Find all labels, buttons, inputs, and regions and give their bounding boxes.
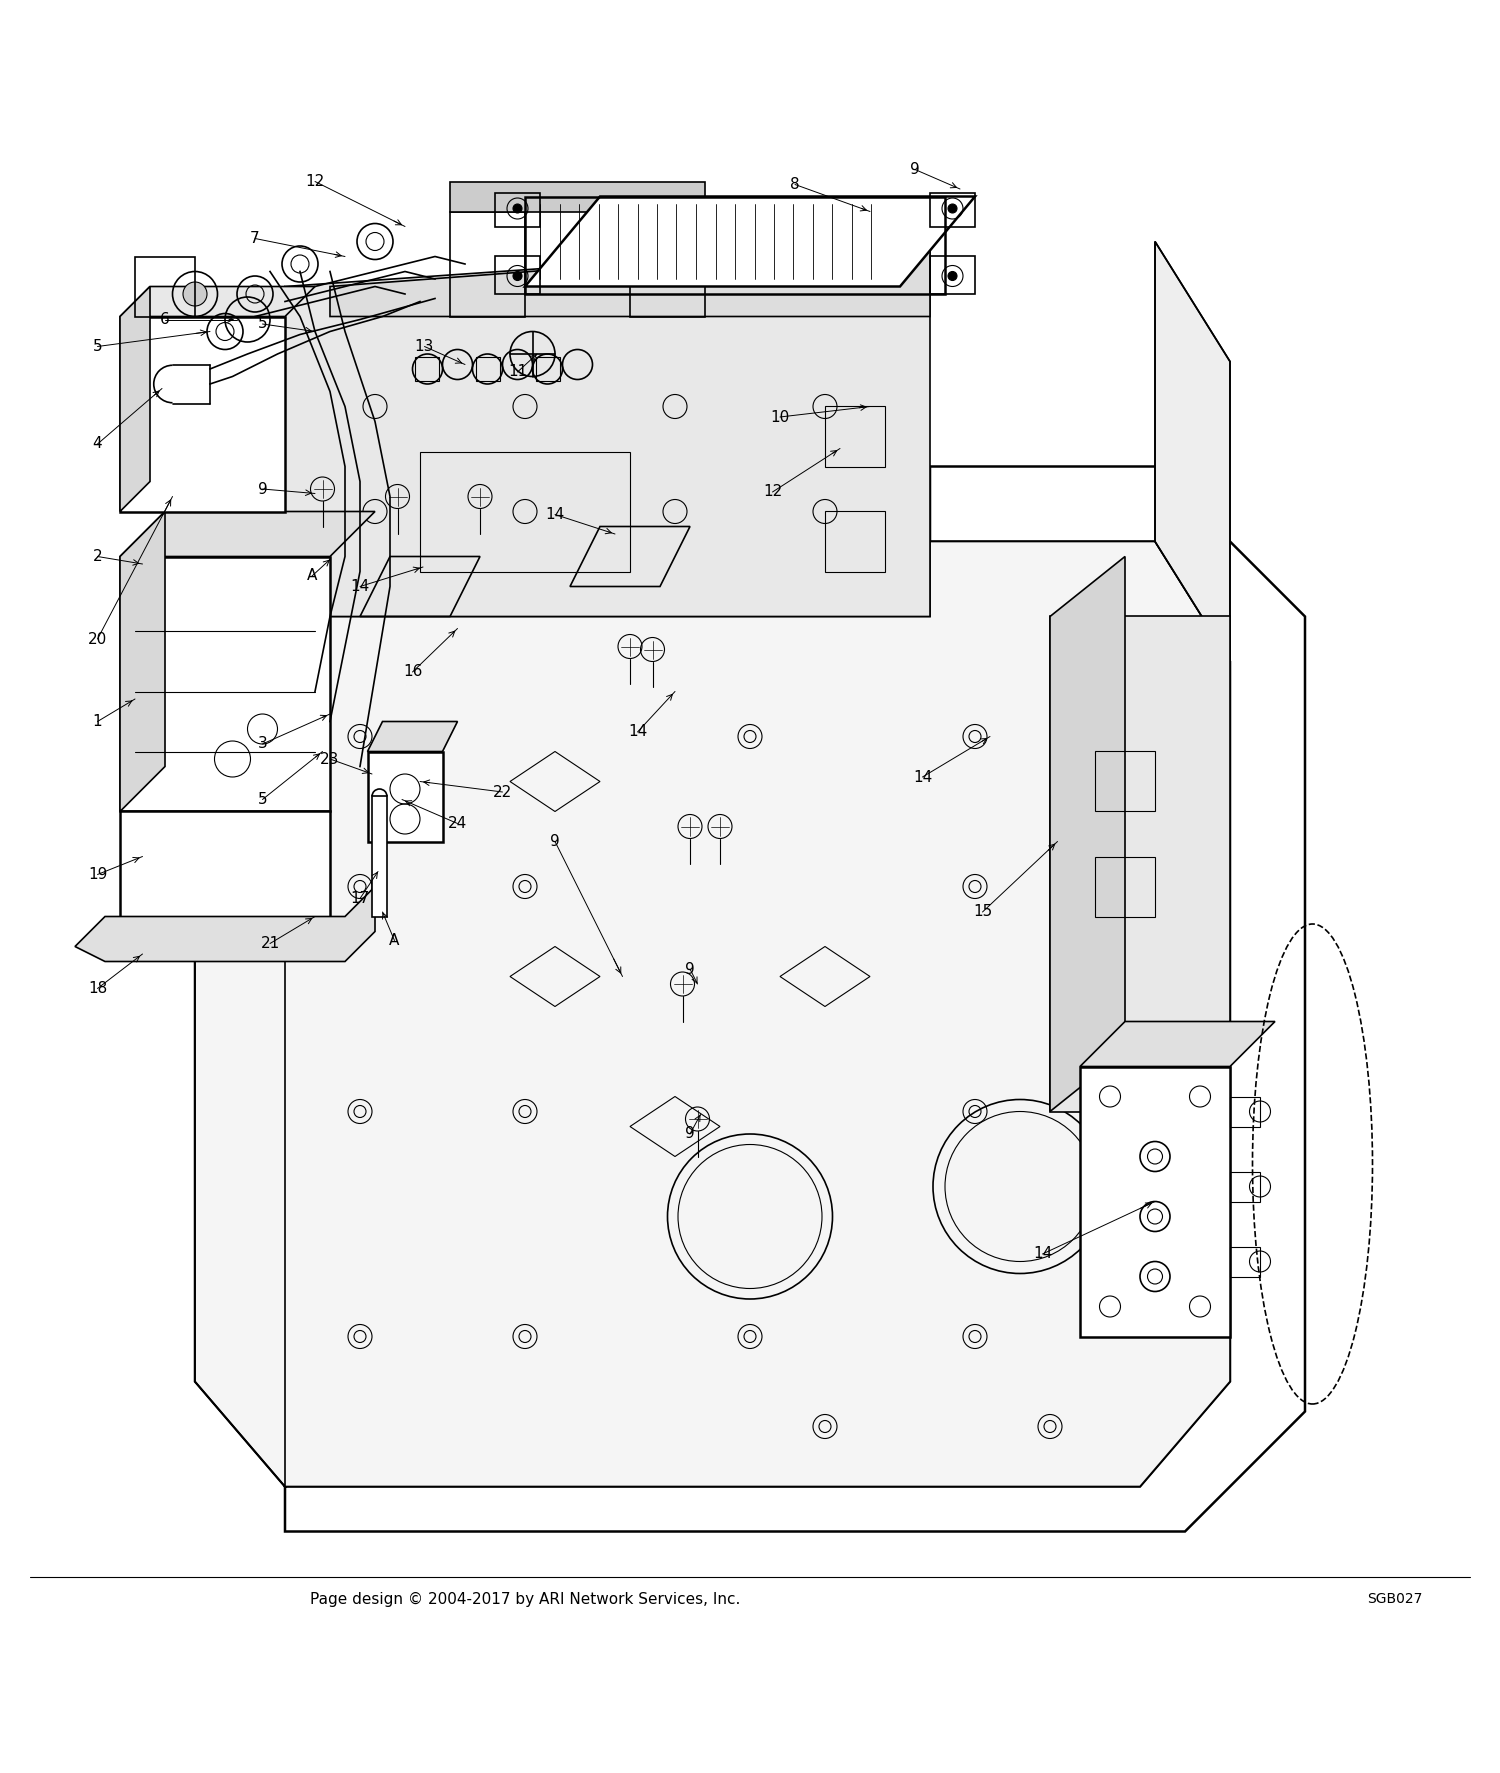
- Text: 9: 9: [910, 161, 920, 177]
- Text: 7: 7: [251, 230, 260, 246]
- Text: 9: 9: [686, 1126, 694, 1142]
- Polygon shape: [450, 181, 705, 211]
- Text: 14: 14: [1034, 1246, 1052, 1262]
- Bar: [416, 356, 440, 381]
- Polygon shape: [285, 241, 930, 617]
- Text: 1: 1: [93, 715, 102, 729]
- Text: 20: 20: [88, 631, 106, 647]
- Text: A: A: [390, 933, 399, 949]
- Text: 14: 14: [628, 725, 646, 739]
- Text: 23: 23: [321, 752, 339, 766]
- Polygon shape: [120, 511, 165, 812]
- Text: 16: 16: [404, 665, 422, 679]
- Text: 19: 19: [88, 867, 106, 881]
- Text: 9: 9: [686, 961, 694, 977]
- Bar: [930, 193, 975, 227]
- Polygon shape: [120, 557, 330, 812]
- Polygon shape: [120, 287, 315, 317]
- Bar: [536, 356, 560, 381]
- Bar: [1095, 856, 1155, 917]
- Text: A: A: [308, 569, 316, 583]
- Text: 12: 12: [764, 484, 782, 500]
- Bar: [495, 257, 540, 294]
- Bar: [1230, 1246, 1260, 1277]
- Text: 13: 13: [416, 339, 434, 355]
- Bar: [930, 257, 975, 294]
- Polygon shape: [330, 241, 930, 317]
- Bar: [495, 193, 540, 227]
- Polygon shape: [195, 541, 1230, 1486]
- Polygon shape: [1080, 1067, 1230, 1337]
- Polygon shape: [368, 722, 458, 752]
- Text: 6: 6: [160, 312, 170, 326]
- Text: 12: 12: [306, 174, 324, 190]
- Polygon shape: [1080, 1021, 1275, 1067]
- Text: 21: 21: [261, 936, 279, 950]
- Text: 15: 15: [974, 904, 992, 920]
- Text: 5: 5: [258, 793, 267, 807]
- Bar: [1095, 752, 1155, 812]
- Polygon shape: [120, 287, 150, 511]
- Polygon shape: [1050, 557, 1125, 1112]
- Text: 14: 14: [914, 769, 932, 784]
- Polygon shape: [525, 197, 975, 287]
- Bar: [1230, 1096, 1260, 1126]
- Polygon shape: [195, 287, 285, 661]
- Bar: [525, 197, 945, 294]
- Text: 4: 4: [93, 436, 102, 452]
- Text: 9: 9: [258, 482, 267, 496]
- Bar: [1230, 1172, 1260, 1202]
- Circle shape: [1148, 1209, 1162, 1223]
- Polygon shape: [1155, 241, 1230, 661]
- Text: 5: 5: [93, 339, 102, 355]
- Text: 10: 10: [771, 410, 789, 424]
- Text: 5: 5: [258, 317, 267, 332]
- Polygon shape: [368, 752, 442, 842]
- Text: 8: 8: [790, 177, 800, 191]
- Text: 14: 14: [351, 580, 369, 594]
- Polygon shape: [120, 812, 330, 917]
- Text: 3: 3: [258, 736, 267, 752]
- Text: 14: 14: [546, 507, 564, 521]
- Polygon shape: [120, 511, 375, 557]
- Text: 17: 17: [351, 892, 369, 906]
- Text: 22: 22: [494, 784, 512, 800]
- Bar: [476, 356, 500, 381]
- Bar: [825, 511, 885, 571]
- Circle shape: [513, 271, 522, 280]
- Bar: [825, 406, 885, 466]
- Circle shape: [948, 204, 957, 213]
- Circle shape: [1148, 1149, 1162, 1165]
- Text: 11: 11: [509, 365, 526, 379]
- Text: 2: 2: [93, 550, 102, 564]
- Circle shape: [513, 204, 522, 213]
- Text: 24: 24: [448, 816, 466, 832]
- Polygon shape: [372, 796, 387, 917]
- Polygon shape: [120, 317, 285, 511]
- Text: 18: 18: [88, 980, 106, 996]
- Text: 9: 9: [550, 833, 560, 849]
- Circle shape: [948, 271, 957, 280]
- Circle shape: [1148, 1269, 1162, 1284]
- Polygon shape: [1050, 617, 1230, 1112]
- Text: SGB027: SGB027: [1368, 1592, 1422, 1606]
- Text: Page design © 2004-2017 by ARI Network Services, Inc.: Page design © 2004-2017 by ARI Network S…: [310, 1592, 740, 1606]
- Circle shape: [183, 282, 207, 307]
- Polygon shape: [75, 886, 375, 961]
